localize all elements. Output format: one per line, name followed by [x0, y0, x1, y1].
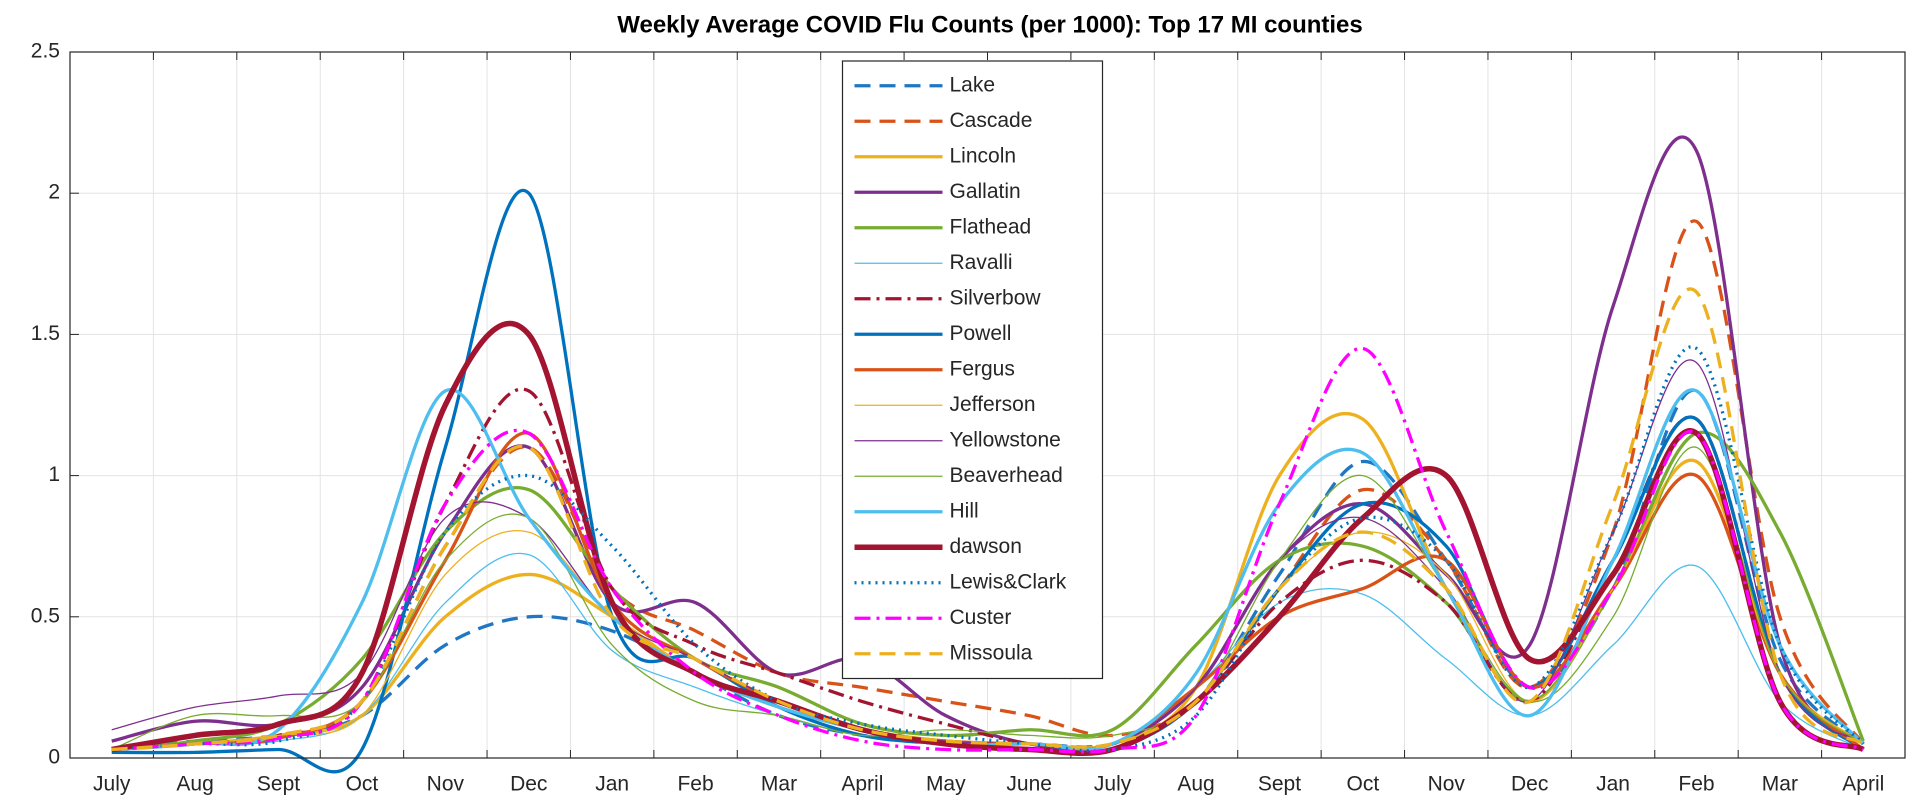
x-tick-label: Aug — [176, 773, 213, 796]
y-tick-label: 2 — [48, 181, 60, 204]
chart-title: Weekly Average COVID Flu Counts (per 100… — [617, 11, 1363, 38]
x-tick-label: Mar — [761, 773, 797, 796]
x-tick-label: April — [1842, 773, 1884, 796]
legend-label: Powell — [950, 322, 1012, 345]
x-tick-label: Oct — [1347, 773, 1380, 796]
x-tick-label: Sept — [1258, 773, 1301, 796]
legend-label: Yellowstone — [950, 428, 1061, 451]
x-tick-label: Nov — [427, 773, 465, 796]
series-line — [111, 320, 1865, 757]
x-tick-label: Feb — [677, 773, 713, 796]
legend-label: Lincoln — [950, 144, 1017, 167]
series-line — [111, 287, 1865, 752]
x-tick-label: Mar — [1762, 773, 1798, 796]
x-tick-label: Sept — [257, 773, 300, 796]
legend-label: Missoula — [950, 641, 1033, 664]
legend-label: Lake — [950, 73, 996, 96]
x-tick-label: July — [93, 773, 131, 796]
legend-label: Flathead — [950, 215, 1032, 238]
y-tick-label: 1 — [48, 463, 60, 486]
y-tick-label: 1.5 — [31, 322, 60, 345]
legend-label: Custer — [950, 606, 1012, 629]
plot-frame — [69, 51, 1906, 759]
y-tick-label: 0 — [48, 746, 60, 769]
x-tick-label: Nov — [1428, 773, 1466, 796]
x-tick-label: Feb — [1678, 773, 1714, 796]
series-line — [111, 346, 1865, 754]
y-tick-label: 2.5 — [31, 40, 60, 63]
legend-label: dawson — [950, 535, 1022, 558]
legend-label: Hill — [950, 499, 979, 522]
legend-label: Cascade — [950, 109, 1033, 132]
x-tick-label: Jan — [595, 773, 629, 796]
legend-label: Lewis&Clark — [950, 570, 1067, 593]
legend: Lake Cascade Lincoln Gallatin Flathead Ravall… — [841, 60, 1104, 680]
x-tick-label: Aug — [1177, 773, 1214, 796]
legend-label: Beaverhead — [950, 464, 1063, 487]
legend-label: Fergus — [950, 357, 1015, 380]
x-tick-label: July — [1094, 773, 1132, 796]
x-tick-label: Dec — [1511, 773, 1548, 796]
legend-label: Ravalli — [950, 251, 1013, 274]
x-tick-label: Jan — [1596, 773, 1630, 796]
y-tick-label: 0.5 — [31, 604, 60, 627]
legend-label: Gallatin — [950, 180, 1021, 203]
x-tick-label: June — [1006, 773, 1052, 796]
x-tick-label: Dec — [510, 773, 547, 796]
x-tick-label: Oct — [346, 773, 379, 796]
x-tick-label: May — [926, 773, 966, 796]
legend-label: Silverbow — [950, 286, 1042, 309]
legend-label: Jefferson — [950, 393, 1036, 416]
x-tick-label: April — [841, 773, 883, 796]
series-line — [111, 446, 1864, 751]
series-line — [111, 345, 1865, 753]
